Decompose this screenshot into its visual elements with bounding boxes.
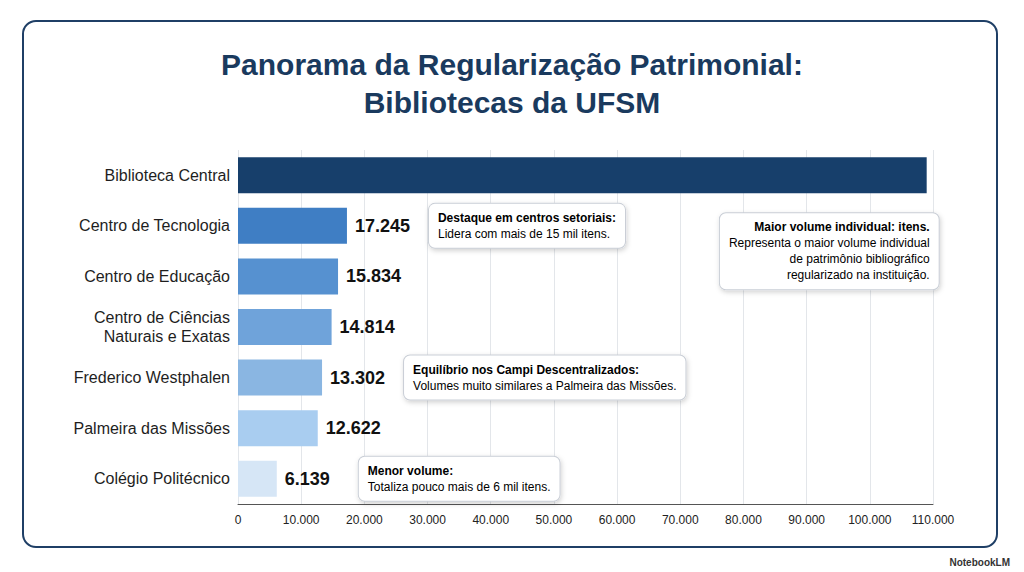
svg-text:de patrimônio bibliográfico: de patrimônio bibliográfico — [790, 252, 930, 266]
svg-text:Colégio Politécnico: Colégio Politécnico — [94, 470, 230, 487]
svg-text:100.000: 100.000 — [848, 513, 892, 527]
svg-text:Bibliotecas da UFSM: Bibliotecas da UFSM — [364, 86, 661, 119]
svg-text:Destaque em centros setoriais:: Destaque em centros setoriais: — [438, 211, 616, 225]
svg-text:20.000: 20.000 — [346, 513, 383, 527]
svg-text:6.139: 6.139 — [285, 469, 330, 489]
svg-text:12.622: 12.622 — [326, 418, 381, 438]
svg-text:0: 0 — [235, 513, 242, 527]
svg-text:Palmeira das Missões: Palmeira das Missões — [74, 420, 231, 437]
svg-text:17.245: 17.245 — [355, 216, 410, 236]
svg-text:110.000: 110.000 — [912, 513, 955, 527]
svg-text:Centro de Ciências: Centro de Ciências — [94, 309, 230, 326]
svg-text:80.000: 80.000 — [725, 513, 762, 527]
svg-text:Panorama da Regularização Patr: Panorama da Regularização Patrimonial: — [221, 48, 803, 81]
svg-text:Naturais e Exatas: Naturais e Exatas — [104, 328, 230, 345]
svg-text:Equilíbrio nos Campi Descentra: Equilíbrio nos Campi Descentralizados: — [413, 363, 639, 377]
svg-text:Centro de Educação: Centro de Educação — [84, 268, 230, 285]
svg-text:50.000: 50.000 — [536, 513, 573, 527]
svg-text:Volumes muito similares a Palm: Volumes muito similares a Palmeira das M… — [413, 379, 676, 393]
svg-text:13.302: 13.302 — [330, 368, 385, 388]
svg-text:Frederico Westphalen: Frederico Westphalen — [74, 369, 230, 386]
svg-text:Totaliza pouco mais de 6 mil i: Totaliza pouco mais de 6 mil itens. — [368, 480, 551, 494]
svg-text:regularizado na instituição.: regularizado na instituição. — [787, 268, 930, 282]
svg-text:Representa o maior volume indi: Representa o maior volume individual — [729, 236, 930, 250]
svg-text:Menor volume:: Menor volume: — [368, 464, 453, 478]
html-text:NotebookLM: NotebookLM — [949, 557, 1010, 568]
svg-text:40.000: 40.000 — [472, 513, 509, 527]
svg-text:Biblioteca Central: Biblioteca Central — [105, 167, 230, 184]
svg-text:Maior volume individual: itens: Maior volume individual: itens. — [754, 220, 929, 234]
svg-text:14.814: 14.814 — [340, 317, 395, 337]
svg-text:30.000: 30.000 — [409, 513, 446, 527]
svg-text:10.000: 10.000 — [283, 513, 320, 527]
svg-text:70.000: 70.000 — [662, 513, 699, 527]
svg-text:Centro de Tecnologia: Centro de Tecnologia — [79, 217, 230, 234]
svg-text:90.000: 90.000 — [788, 513, 825, 527]
svg-text:Lidera com mais de 15 mil iten: Lidera com mais de 15 mil itens. — [438, 227, 610, 241]
svg-text:60.000: 60.000 — [599, 513, 636, 527]
svg-text:15.834: 15.834 — [346, 266, 401, 286]
